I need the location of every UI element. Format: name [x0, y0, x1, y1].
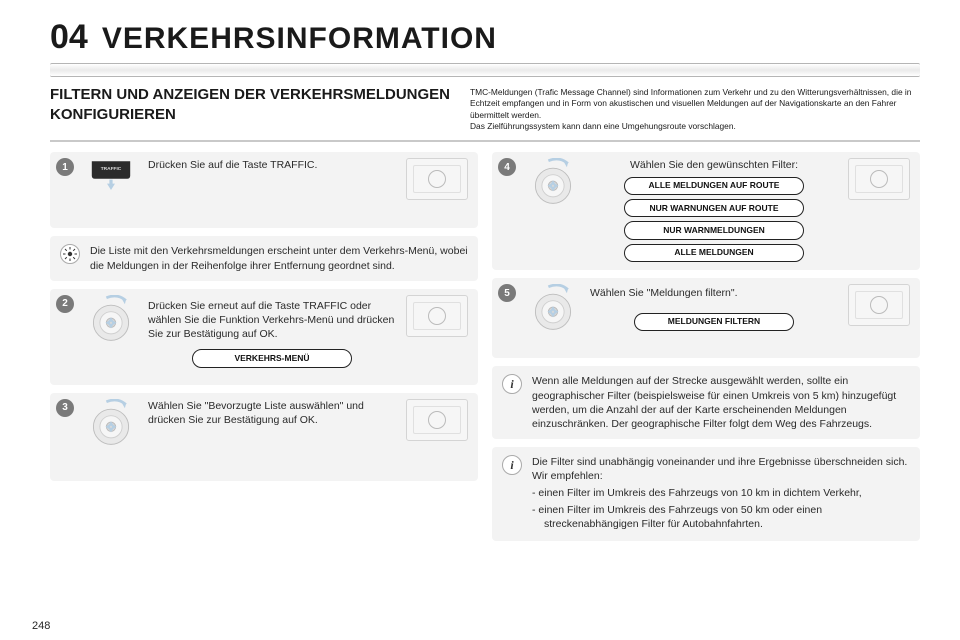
recommend-label: Wir empfehlen:: [532, 469, 910, 483]
menu-pill: MELDUNGEN FILTERN: [634, 313, 794, 331]
chapter-header: 04 VERKEHRSINFORMATION: [50, 18, 920, 57]
step-panel: 5 Wählen Sie "Meldungen: [492, 278, 920, 358]
step-text: Drücken Sie auf die Taste TRAFFIC.: [148, 158, 396, 172]
tip-text: Die Liste mit den Verkehrsmeldungen ersc…: [90, 244, 468, 272]
rotary-knob-icon: [524, 284, 582, 334]
step-panel: 1 TRAFFIC Drücken Sie auf die Taste TRAF…: [50, 152, 478, 228]
step-body: Wählen Sie "Meldungen filtern". MELDUNGE…: [590, 284, 838, 331]
step-number-badge: 5: [498, 284, 516, 302]
info-icon: i: [502, 374, 522, 394]
left-column: 1 TRAFFIC Drücken Sie auf die Taste TRAF…: [50, 152, 478, 541]
traffic-button-label: TRAFFIC: [101, 166, 122, 172]
step-text: Wählen Sie "Meldungen filtern".: [590, 286, 838, 300]
recommend-list: einen Filter im Umkreis des Fahrzeugs vo…: [532, 486, 910, 531]
filter-option-pill: NUR WARNMELDUNGEN: [624, 221, 804, 239]
chapter-number: 04: [50, 18, 88, 57]
step-number-badge: 4: [498, 158, 516, 176]
step-body: Drücken Sie erneut auf die Taste TRAFFIC…: [148, 295, 396, 368]
step-body: Wählen Sie den gewünschten Filter: ALLE …: [590, 158, 838, 262]
console-thumbnail: [404, 158, 470, 200]
info-body: Die Filter sind unabhängig voneinander u…: [532, 455, 910, 533]
chapter-title: VERKEHRSINFORMATION: [102, 22, 497, 56]
filter-pill-list: ALLE MELDUNGEN AUF ROUTE NUR WARNUNGEN A…: [624, 177, 804, 263]
step-panel: 4 Wählen Sie den gewünsc: [492, 152, 920, 270]
list-item: einen Filter im Umkreis des Fahrzeugs vo…: [532, 503, 910, 531]
tip-panel: Die Liste mit den Verkehrsmeldungen ersc…: [50, 236, 478, 280]
traffic-button-illustration: TRAFFIC: [82, 158, 140, 190]
intro-paragraph: TMC-Meldungen (Trafic Message Channel) s…: [470, 87, 920, 121]
console-thumbnail: [846, 284, 912, 326]
rotary-knob-icon: [82, 295, 140, 345]
info-icon: i: [502, 455, 522, 475]
info-lead: Die Filter sind unabhängig voneinander u…: [532, 455, 910, 469]
console-thumbnail: [404, 399, 470, 441]
filter-option-pill: ALLE MELDUNGEN AUF ROUTE: [624, 177, 804, 195]
intro-paragraph: Das Zielführungssystem kann dann eine Um…: [470, 121, 920, 132]
step-text: Drücken Sie erneut auf die Taste TRAFFIC…: [148, 299, 396, 342]
rotary-knob-icon: [524, 158, 582, 208]
section-subheading: FILTERN UND ANZEIGEN DER VERKEHRSMELDUNG…: [50, 85, 450, 132]
right-column: 4 Wählen Sie den gewünsc: [492, 152, 920, 541]
step-number-badge: 1: [56, 158, 74, 176]
sun-icon: [60, 244, 80, 264]
step-heading: Wählen Sie den gewünschten Filter:: [590, 158, 838, 172]
page-number: 248: [32, 620, 50, 632]
list-item: einen Filter im Umkreis des Fahrzeugs vo…: [532, 486, 910, 500]
step-number-badge: 3: [56, 399, 74, 417]
step-number-badge: 2: [56, 295, 74, 313]
console-thumbnail: [404, 295, 470, 337]
filter-option-pill: ALLE MELDUNGEN: [624, 244, 804, 262]
info-panel: i Wenn alle Meldungen auf der Strecke au…: [492, 366, 920, 439]
intro-text: TMC-Meldungen (Trafic Message Channel) s…: [470, 85, 920, 132]
info-text: Wenn alle Meldungen auf der Strecke ausg…: [532, 374, 910, 431]
console-thumbnail: [846, 158, 912, 200]
filter-option-pill: NUR WARNUNGEN AUF ROUTE: [624, 199, 804, 217]
step-panel: 2 Drücken Sie erneut auf: [50, 289, 478, 385]
info-panel: i Die Filter sind unabhängig voneinander…: [492, 447, 920, 541]
step-panel: 3 Wählen Sie "Bevorzugte Liste ausw: [50, 393, 478, 481]
manual-page: 04 VERKEHRSINFORMATION FILTERN UND ANZEI…: [50, 18, 920, 622]
menu-pill: VERKEHRS-MENÜ: [192, 349, 352, 367]
subheading-row: FILTERN UND ANZEIGEN DER VERKEHRSMELDUNG…: [50, 85, 920, 132]
header-rule: [50, 63, 920, 77]
content-columns: 1 TRAFFIC Drücken Sie auf die Taste TRAF…: [50, 152, 920, 541]
rotary-knob-icon: [82, 399, 140, 449]
step-text: Wählen Sie "Bevorzugte Liste auswählen" …: [148, 399, 396, 427]
subheader-rule: [50, 140, 920, 142]
